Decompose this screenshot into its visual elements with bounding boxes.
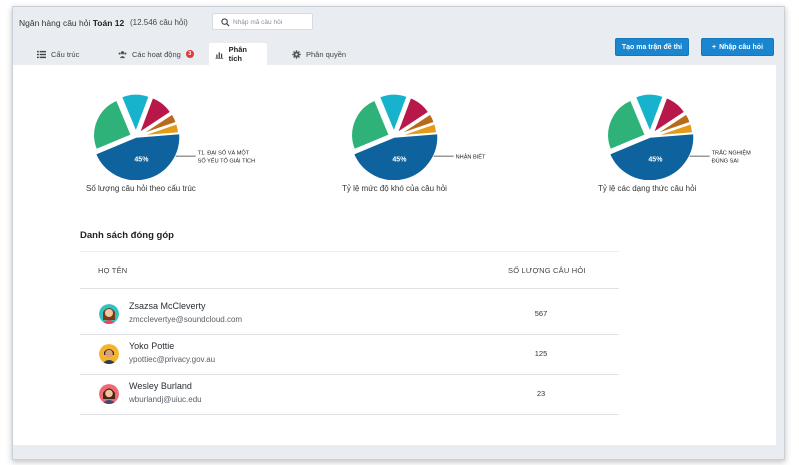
add-question-button[interactable]: + Nhập câu hỏi	[701, 38, 774, 56]
pie-slice[interactable]	[395, 96, 430, 135]
table-row[interactable]: Yoko Pottie ypottiec@privacy.gov.au 125	[80, 334, 619, 375]
question-count-cell: 567	[534, 309, 548, 318]
avatar	[99, 384, 119, 404]
button-label: Tạo ma trận đề thi	[621, 43, 683, 51]
tab-label: Các hoạt động	[132, 49, 181, 59]
pie-slice[interactable]	[378, 93, 409, 135]
tab-label: Phân tích	[228, 45, 247, 63]
app-window: Ngân hàng câu hỏi Toán 12 (12.546 câu hỏ…	[12, 6, 785, 460]
pie-slice[interactable]	[606, 99, 647, 151]
tab-analytics[interactable]: Phân tích	[209, 43, 267, 65]
pie-chart-question-types: 45% TRẮC NGHIỆM ĐÚNG SAI Tỷ lệ các dạng th…	[587, 65, 784, 205]
pie-slice[interactable]	[94, 132, 181, 180]
table-row[interactable]: Zsazsa McCleverty zmcclevertye@soundclou…	[80, 294, 619, 335]
chart-title: Tỷ lệ các dạng thức câu hỏi	[598, 184, 697, 193]
pie-chart-difficulty: 45% NHẬN BIẾT Tỷ lệ mức độ khó của câu hỏ…	[331, 65, 571, 205]
contributors-title: Danh sách đóng góp	[80, 230, 174, 241]
pie-slice[interactable]	[350, 99, 391, 151]
slice-percent-label: 45%	[134, 156, 149, 163]
callout-label: TRẮC NGHIỆM	[712, 149, 751, 157]
pie-chart-svg: 45% NHẬN BIẾT	[350, 93, 486, 180]
pie-slice[interactable]	[634, 93, 665, 135]
user-email: wburlandj@uiuc.edu	[129, 395, 202, 404]
question-count-cell: 125	[534, 349, 548, 358]
tab-structure[interactable]: Cấu trúc	[31, 43, 85, 65]
title-prefix: Ngân hàng câu hỏi	[19, 18, 91, 28]
pie-slice[interactable]	[608, 132, 695, 180]
plus-icon: +	[711, 43, 717, 51]
gear-icon	[292, 49, 301, 59]
page-title: Ngân hàng câu hỏi Toán 12	[19, 18, 124, 28]
tab-bar: Cấu trúc Các hoạt động 3 Phân tích	[13, 43, 413, 65]
users-icon	[118, 50, 127, 58]
question-count: (12.546 câu hỏi)	[130, 18, 188, 27]
button-label: Nhập câu hỏi	[719, 43, 764, 51]
column-header-count: SỐ LƯỢNG CÂU HỎI	[508, 266, 586, 275]
analytics-panel: 45% T1. ĐẠI SỐ VÀ MỘT SỐ YẾU TỐ GIẢI TÍCH …	[13, 65, 776, 445]
avatar	[99, 344, 119, 364]
search-input[interactable]	[233, 16, 309, 28]
top-bar: Ngân hàng câu hỏi Toán 12 (12.546 câu hỏ…	[13, 7, 784, 65]
pie-slice[interactable]	[654, 122, 694, 137]
callout-label: ĐÚNG SAI	[712, 158, 739, 165]
pie-slice[interactable]	[137, 96, 172, 135]
tab-label: Phân quyền	[306, 49, 347, 59]
table-row[interactable]: Wesley Burland wburlandj@uiuc.edu 23	[80, 374, 619, 415]
pie-slice[interactable]	[92, 99, 133, 151]
user-name: Zsazsa McCleverty	[129, 301, 206, 311]
question-count-cell: 23	[536, 389, 546, 398]
callout-label: SỐ YẾU TỐ GIẢI TÍCH	[198, 158, 256, 165]
pie-slice[interactable]	[398, 122, 438, 137]
avatar	[99, 304, 119, 324]
pie-slice[interactable]	[651, 96, 686, 135]
column-header-name: HỌ TÊN	[98, 266, 128, 275]
pie-slice[interactable]	[352, 132, 439, 180]
pie-slice[interactable]	[120, 93, 151, 135]
pie-slice[interactable]	[140, 112, 178, 136]
tab-label: Cấu trúc	[51, 49, 80, 59]
user-name: Yoko Pottie	[129, 341, 175, 351]
callout-label: NHẬN BIẾT	[456, 154, 486, 161]
pie-chart-structure: 45% T1. ĐẠI SỐ VÀ MỘT SỐ YẾU TỐ GIẢI TÍCH …	[73, 65, 313, 205]
pie-slice[interactable]	[140, 122, 180, 137]
user-email: zmcclevertye@soundcloud.com	[129, 315, 243, 324]
subject-name: Toán 12	[92, 18, 125, 28]
slice-percent-label: 45%	[392, 156, 407, 163]
table-header: HỌ TÊN SỐ LƯỢNG CÂU HỎI	[80, 251, 619, 289]
list-icon	[37, 50, 46, 58]
notification-badge: 3	[185, 50, 194, 58]
chart-title: Tỷ lệ mức độ khó của câu hỏi	[342, 184, 447, 193]
search-icon	[221, 18, 230, 27]
create-matrix-button[interactable]: Tạo ma trận đề thi	[615, 38, 689, 56]
user-email: ypottiec@privacy.gov.au	[129, 355, 216, 364]
tab-permissions[interactable]: Phân quyền	[286, 43, 352, 65]
bar-chart-icon	[215, 51, 224, 59]
pie-slice[interactable]	[654, 112, 692, 136]
chart-title: Số lượng câu hỏi theo cấu trúc	[86, 184, 196, 193]
user-name: Wesley Burland	[129, 381, 192, 391]
callout-label: T1. ĐẠI SỐ VÀ MỘT	[198, 150, 250, 157]
slice-percent-label: 45%	[648, 156, 663, 163]
search-box[interactable]	[212, 13, 313, 30]
tab-activities[interactable]: Các hoạt động 3	[112, 43, 200, 65]
pie-slice[interactable]	[398, 112, 436, 136]
